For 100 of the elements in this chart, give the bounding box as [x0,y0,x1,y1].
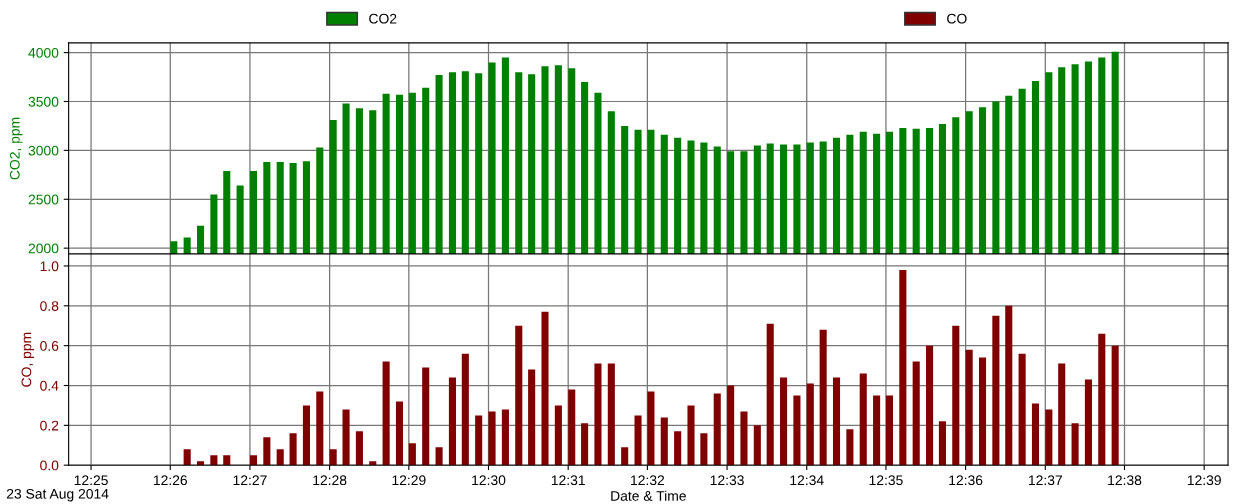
bar [621,447,629,466]
bar [196,461,205,466]
bar [806,383,814,466]
bar [541,311,549,466]
bar [568,389,576,466]
y-tick-label: 0.0 [40,460,59,471]
bar [395,401,404,466]
bar [674,431,682,466]
bar [1005,305,1013,466]
x-tick-label: 12:38 [1108,475,1142,486]
text: 23 Sat Aug 2014 [6,488,109,502]
bar [289,433,297,466]
y-tick-label: 0.2 [40,420,59,431]
bar [992,315,1000,466]
bar [793,395,801,466]
x-tick-label: 12:36 [949,475,983,486]
bar [1084,379,1092,466]
bar [607,363,615,466]
bar [660,417,668,466]
bar [634,415,642,466]
y-tick-label: 3000 [28,145,59,156]
bar [210,455,218,466]
bar [926,345,934,466]
y-tick-label: 2000 [28,243,59,254]
bar [846,429,854,466]
x-tick-label: 12:25 [74,475,108,486]
bar [329,449,337,466]
bar [938,421,946,466]
y-tick-label: 0.6 [40,340,59,351]
bar [581,423,589,466]
bar [408,443,416,466]
bar [899,269,907,466]
bar [1098,333,1106,466]
bar [1045,409,1053,466]
bar [780,377,788,466]
bar [475,415,483,466]
x-tick-label: 12:39 [1187,475,1221,486]
y-tick-label: 1.0 [40,261,59,272]
x-axis-title: Date & Time [611,490,686,501]
x-tick-label: 12:26 [153,475,188,486]
y-tick-label: 3500 [28,96,59,107]
x-tick-label: 12:35 [869,475,903,486]
bar [382,361,390,466]
y-axis-title: CO, ppm [21,332,35,387]
bar [978,357,987,466]
bar [753,425,761,466]
bar [448,377,456,466]
bar [276,449,284,466]
bar [249,455,258,466]
bar [885,395,894,466]
x-tick-label: 12:27 [233,475,267,485]
bar [528,369,536,466]
bar [819,329,827,466]
y-tick-label: 0.8 [40,301,59,311]
legend-label: CO [947,13,967,24]
x-tick-label: 12:31 [551,475,585,486]
y-tick-label: 0.4 [40,380,59,391]
bar [515,325,523,466]
bar [488,411,496,466]
bar [1058,363,1066,466]
legend-label: CO2 [369,13,397,24]
bar [316,391,324,466]
y-tick-label: 2500 [28,194,59,205]
bar [965,349,973,466]
bar [263,437,271,466]
bar [1018,353,1026,466]
bar [223,455,231,466]
bar [740,411,748,466]
x-tick-label: 12:30 [472,475,506,486]
x-tick-label: 12:32 [631,475,665,486]
bar [873,395,881,466]
bar [912,361,920,466]
bar [1031,403,1040,466]
bar [355,431,363,466]
bar [687,405,695,466]
bar [594,363,602,466]
bar [700,433,708,466]
bar [766,323,774,466]
x-tick-label: 12:28 [313,475,347,486]
bar [501,409,509,466]
bar [1111,345,1119,466]
bar [435,447,443,466]
bar [183,449,191,466]
bar [859,373,867,466]
bar [422,367,430,466]
x-tick-label: 12:33 [710,475,744,486]
x-tick-label: 12:34 [790,475,824,486]
bar [832,377,841,466]
bar [342,409,350,466]
bar [727,385,735,466]
bar [461,353,469,466]
bar [952,325,960,466]
bar [1071,423,1079,466]
x-tick-label: 12:29 [392,475,426,486]
bar [369,461,377,466]
bar [713,393,721,466]
x-tick-label: 12:37 [1028,475,1062,486]
y-axis-title: CO2, ppm [9,117,23,180]
bar [302,405,310,466]
bar [554,405,562,466]
